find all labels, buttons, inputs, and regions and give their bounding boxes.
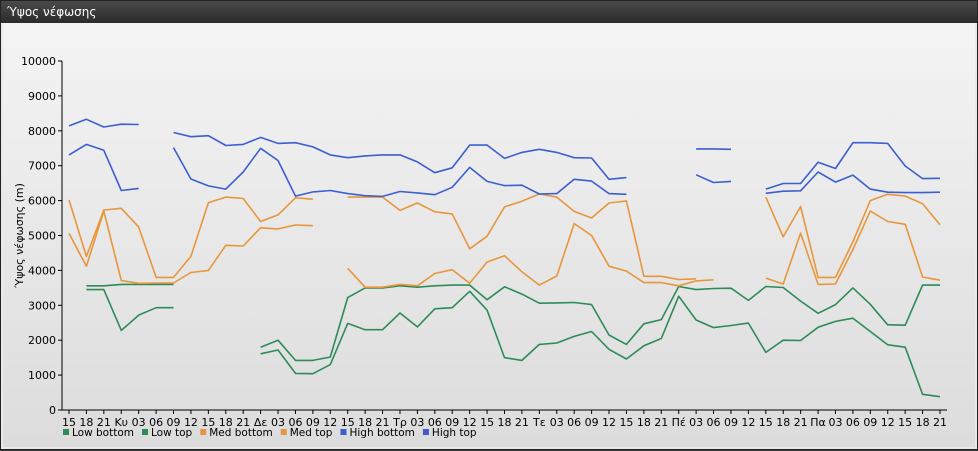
series-line-high-top <box>174 133 627 180</box>
series-line-high-top <box>766 143 940 189</box>
y-tick-label: 2000 <box>28 334 56 347</box>
x-tick-label: 18 <box>916 416 930 429</box>
legend-swatch <box>200 429 206 435</box>
y-tick-label: 8000 <box>28 125 56 138</box>
x-tick-label: 21 <box>654 416 668 429</box>
x-tick-label: 09 <box>863 416 877 429</box>
legend-swatch <box>281 429 287 435</box>
x-tick-label: Πα <box>810 416 826 429</box>
series-line-med-top <box>69 197 313 277</box>
legend-swatch <box>340 429 346 435</box>
x-tick-label: 06 <box>567 416 581 429</box>
series-line-med-top <box>348 194 696 280</box>
x-tick-label: 03 <box>828 416 842 429</box>
y-tick-label: 4000 <box>28 264 56 277</box>
x-tick-label: 18 <box>637 416 651 429</box>
x-tick-label: 21 <box>933 416 947 429</box>
legend-label: Med bottom <box>209 427 273 439</box>
legend-swatch <box>142 429 148 435</box>
x-tick-label: 21 <box>515 416 529 429</box>
x-tick-label: 21 <box>794 416 808 429</box>
y-tick-label: 5000 <box>28 230 56 243</box>
x-tick-label: 12 <box>741 416 755 429</box>
x-tick-label: 18 <box>776 416 790 429</box>
y-tick-label: 6000 <box>28 195 56 208</box>
y-tick-label: 7000 <box>28 160 56 173</box>
line-chart: Ύψος νέφωσης (m) 0 1000 2000 3000 4000 5000 600… <box>3 23 975 447</box>
series-line-low-top <box>86 284 173 285</box>
x-tick-label: Τε <box>532 416 546 429</box>
x-tick-label: 12 <box>602 416 616 429</box>
x-tick-label: 06 <box>846 416 860 429</box>
x-tick-label: 15 <box>619 416 633 429</box>
series-line-med-bottom <box>348 224 714 288</box>
legend-label: Low bottom <box>72 427 134 439</box>
legend-swatch <box>423 429 429 435</box>
legend-label: Low top <box>151 427 193 439</box>
window-title: Ύψος νέφωσης <box>1 1 977 23</box>
legend-label: High bottom <box>349 427 414 439</box>
series-line-high-top <box>69 119 139 127</box>
x-tick-label: 03 <box>689 416 703 429</box>
series-line-high-bottom <box>69 144 139 190</box>
x-tick-label: 15 <box>898 416 912 429</box>
series-line-low-top <box>261 285 940 360</box>
x-tick-label: 03 <box>271 416 285 429</box>
y-tick-label: 0 <box>49 404 56 417</box>
legend-swatch <box>63 429 69 435</box>
y-tick-label: 1000 <box>28 369 56 382</box>
x-tick-label: 09 <box>585 416 599 429</box>
y-tick-label: 10000 <box>21 55 56 68</box>
y-tick-label: 3000 <box>28 299 56 312</box>
x-tick-label: 09 <box>724 416 738 429</box>
x-tick-label: 15 <box>759 416 773 429</box>
series-line-low-bottom <box>86 290 173 331</box>
x-tick-label: 03 <box>550 416 564 429</box>
series-line-med-top <box>766 194 940 277</box>
x-tick-label: 12 <box>881 416 895 429</box>
x-tick-label: 06 <box>707 416 721 429</box>
y-tick-label: 9000 <box>28 90 56 103</box>
x-tick-label: Πέ <box>672 416 686 429</box>
series-line-high-bottom <box>696 175 731 183</box>
x-tick-label: 15 <box>480 416 494 429</box>
x-tick-label: 18 <box>498 416 512 429</box>
series-line-high-bottom <box>766 172 940 193</box>
legend-label: Med top <box>290 427 333 439</box>
chart-panel: Ύψος νέφωσης (m) 0 1000 2000 3000 4000 5000 600… <box>3 23 975 447</box>
series-line-low-bottom <box>261 291 940 396</box>
legend-label: High top <box>432 427 477 439</box>
series-line-med-bottom <box>69 211 313 283</box>
y-axis-label: Ύψος νέφωσης (m) <box>13 183 26 289</box>
